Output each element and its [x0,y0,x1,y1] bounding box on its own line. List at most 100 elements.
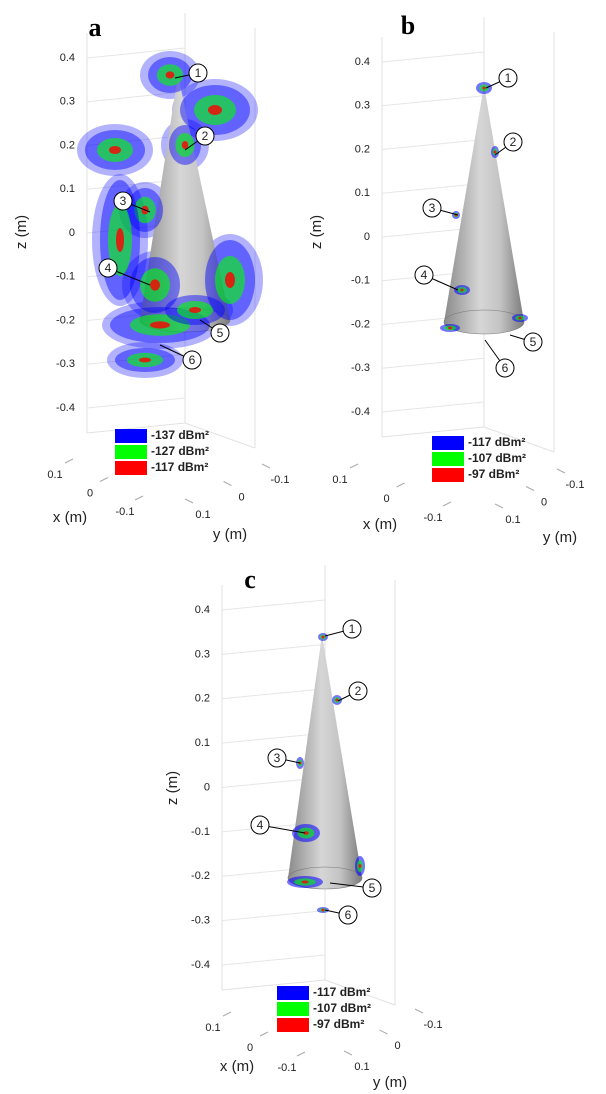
field-blob [181,141,189,149]
z-tick-label: -0.2 [351,318,370,330]
y-axis-label: y (m) [373,1074,407,1091]
z-axis-label: z (m) [164,771,181,805]
z-tick-label: 0 [364,231,370,243]
legend-label: -97 dBm² [468,467,519,481]
z-axis-label: z (m) [308,215,325,249]
legend-label: -117 dBm² [151,460,208,474]
frame-line [184,422,256,449]
callout-circle [338,905,358,925]
x-tick-label: 0 [383,493,389,505]
legend-swatch [432,452,464,466]
frame-line [221,979,326,991]
legend-swatch [277,1018,309,1032]
cone [140,75,230,332]
callout-circle [498,68,518,88]
y-axis-label: y (m) [543,529,577,546]
z-tick-label: 0 [69,227,75,239]
callout-circle [195,126,215,146]
y-tick [223,481,232,486]
callout-circle [188,63,208,83]
panel-label: c [244,565,256,594]
field-blob [225,272,235,288]
y-tick [379,1029,388,1035]
z-tick-label: 0.4 [195,604,210,616]
z-tick-label: 0.1 [195,737,210,749]
legend-label: -107 dBm² [313,1001,371,1015]
panel-label: a [89,13,102,42]
y-tick [414,1008,424,1014]
field-blob [116,228,124,252]
callout-circle [210,323,230,343]
grid-line [221,910,326,922]
z-tick-label: 0.1 [355,187,370,199]
z-tick-label: -0.2 [56,314,75,326]
grid-line [381,51,485,63]
callout-circle [503,132,523,152]
grid-line [221,688,326,700]
x-tick [442,501,452,507]
x-axis-label: x (m) [363,516,397,533]
frame-line [324,979,396,1006]
grid-line [381,139,485,150]
x-axis-label: x (m) [53,509,87,526]
z-tick-label: -0.4 [351,406,370,418]
callout-label: 6 [345,908,352,922]
callout-circle [182,350,202,370]
cone [444,85,524,334]
x-tick-label: -0.1 [278,1062,297,1074]
z-tick-label: 0.3 [355,100,370,112]
z-tick-label: 0.3 [60,96,75,108]
z-tick-label: 0.2 [60,139,75,151]
x-axis-label: x (m) [220,1058,254,1075]
grid-line [381,357,485,369]
y-tick-label: 0.1 [195,509,210,521]
y-tick [184,498,194,504]
z-tick-label: 0.4 [355,56,370,68]
z-tick-label: -0.1 [191,826,210,838]
callout-circle [362,878,382,898]
callout-label: 3 [120,194,127,208]
field-blob [189,307,201,313]
z-tick-label: 0.2 [355,143,370,155]
legend-swatch [115,461,147,475]
y-tick-label: -0.1 [271,474,290,486]
field-blob [460,288,464,292]
field-blob [321,908,325,912]
z-tick-label: 0.2 [195,693,210,705]
z-tick-label: 0.1 [60,183,75,195]
callout-label: 2 [510,135,517,149]
callout-label: 5 [530,335,537,349]
callout-label: 4 [105,261,112,275]
x-tick-label: -0.1 [424,512,443,524]
field-blob [208,105,222,115]
field-blob [358,864,362,868]
callout-label: 5 [217,326,224,340]
callout-label: 3 [429,201,436,215]
z-tick-label: 0.3 [195,648,210,660]
grid-line [86,397,186,409]
x-tick-label: 0 [247,1042,253,1054]
y-tick [556,468,566,474]
field-blob [482,86,486,90]
y-tick [525,486,535,491]
z-tick-label: -0.1 [351,275,370,287]
callout-label: 1 [195,66,202,80]
field-blob [150,279,160,291]
x-tick-label: 0.1 [205,1022,220,1034]
legend-swatch [277,1002,309,1016]
field-blob [301,880,309,884]
callout-label: 4 [257,818,264,832]
x-tick [296,1051,306,1057]
z-tick-label: -0.3 [56,358,75,370]
callout-circle [523,332,543,352]
z-tick-label: -0.2 [191,870,210,882]
callout-circle [98,258,118,278]
field-blob [493,150,497,154]
grid-line [86,91,186,103]
callout-label: 6 [502,361,509,375]
y-tick-label: 0 [394,1040,400,1052]
y-tick-label: 0 [541,496,547,508]
x-tick [134,495,144,501]
callout-label: 2 [202,129,209,143]
